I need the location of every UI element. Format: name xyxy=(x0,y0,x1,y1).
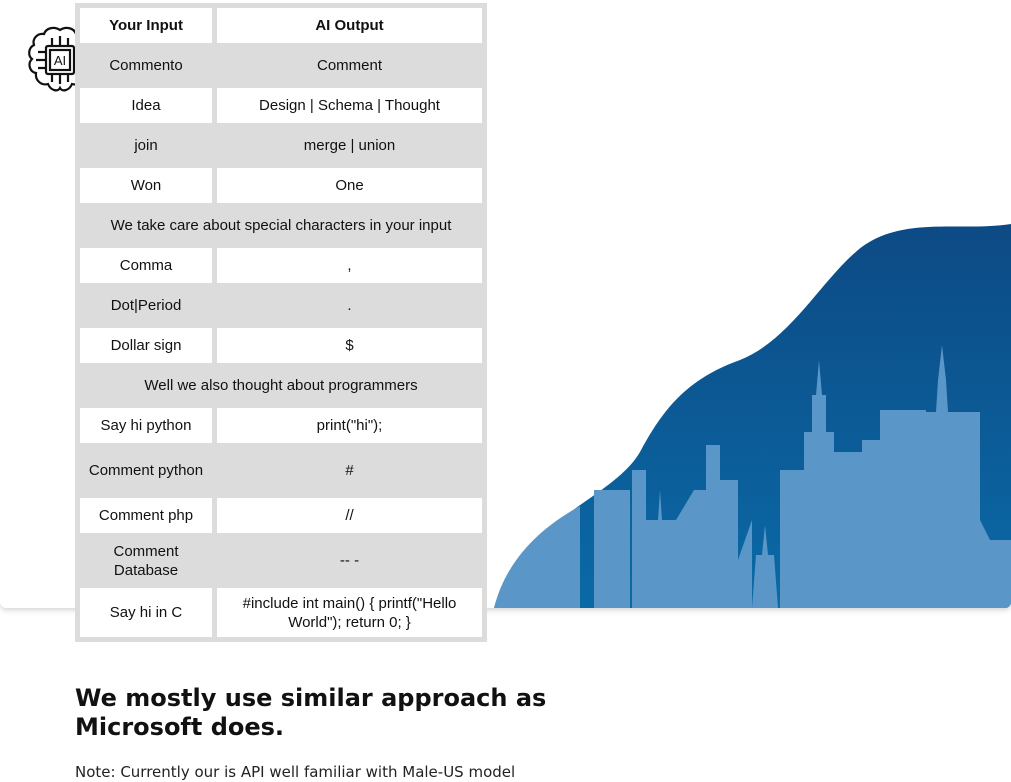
city-buildings xyxy=(494,345,1011,608)
output-cell: // xyxy=(217,498,482,533)
logo-label: AI xyxy=(54,53,66,68)
section-row: Well we also thought about programmers xyxy=(80,368,482,403)
table-row: Comment Database -- - xyxy=(80,538,482,583)
input-output-table: Your Input AI Output Commento Comment Id… xyxy=(75,3,487,642)
section-caption: We take care about special characters in… xyxy=(80,208,482,243)
output-cell: $ xyxy=(217,328,482,363)
ai-chip-logo: AI xyxy=(24,24,96,96)
input-cell: Say hi in C xyxy=(80,588,212,637)
output-cell: -- - xyxy=(217,538,482,583)
output-cell: Comment xyxy=(217,48,482,83)
input-cell: Say hi python xyxy=(80,408,212,443)
input-cell: Comma xyxy=(80,248,212,283)
table-row: Say hi in C #include int main() { printf… xyxy=(80,588,482,637)
output-cell: One xyxy=(217,168,482,203)
table-row: Dollar sign $ xyxy=(80,328,482,363)
input-cell: Comment python xyxy=(80,448,212,493)
table-row: Say hi python print("hi"); xyxy=(80,408,482,443)
skyline-illustration xyxy=(494,224,1011,608)
input-cell: Idea xyxy=(80,88,212,123)
output-cell: merge | union xyxy=(217,128,482,163)
output-cell: #include int main() { printf("Hello Worl… xyxy=(217,588,482,637)
column-header-input: Your Input xyxy=(80,8,212,43)
input-cell: Comment php xyxy=(80,498,212,533)
table-row: join merge | union xyxy=(80,128,482,163)
section-row: We take care about special characters in… xyxy=(80,208,482,243)
input-cell: Commento xyxy=(80,48,212,83)
table-row: Dot|Period . xyxy=(80,288,482,323)
column-header-output: AI Output xyxy=(217,8,482,43)
table-row: Comma , xyxy=(80,248,482,283)
section-heading: We mostly use similar approach as Micros… xyxy=(75,684,547,741)
input-cell: Dollar sign xyxy=(80,328,212,363)
table-header-row: Your Input AI Output xyxy=(80,8,482,43)
model-note: Note: Currently our is API well familiar… xyxy=(75,763,516,781)
input-cell: Won xyxy=(80,168,212,203)
table-row: Comment php // xyxy=(80,498,482,533)
table-row: Idea Design | Schema | Thought xyxy=(80,88,482,123)
input-cell: join xyxy=(80,128,212,163)
table-row: Commento Comment xyxy=(80,48,482,83)
table-row: Won One xyxy=(80,168,482,203)
input-cell: Dot|Period xyxy=(80,288,212,323)
section-caption: Well we also thought about programmers xyxy=(80,368,482,403)
output-cell: Design | Schema | Thought xyxy=(217,88,482,123)
output-cell: . xyxy=(217,288,482,323)
ai-chip-brain-icon: AI xyxy=(28,26,92,92)
table-row: Comment python # xyxy=(80,448,482,493)
output-cell: # xyxy=(217,448,482,493)
input-cell: Comment Database xyxy=(80,538,212,583)
output-cell: , xyxy=(217,248,482,283)
output-cell: print("hi"); xyxy=(217,408,482,443)
